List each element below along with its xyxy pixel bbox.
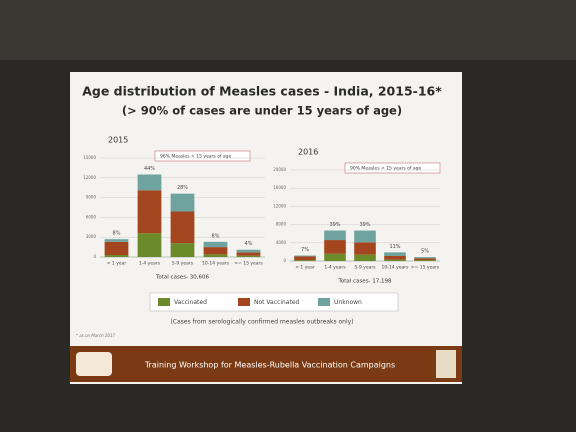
bar-segment xyxy=(236,249,261,253)
bar-segment xyxy=(137,233,162,257)
total-label: Total cases- 17,198 xyxy=(337,279,392,285)
emblem xyxy=(436,350,456,378)
bar-segment xyxy=(294,260,316,261)
bar-label: 7% xyxy=(301,247,309,253)
x-tick-label: < 1 year xyxy=(295,265,315,271)
total-label: Total cases- 30,606 xyxy=(155,275,210,281)
bar-segment xyxy=(324,253,346,261)
slide-title: Age distribution of Measles cases - Indi… xyxy=(82,84,442,99)
bar-label: 28% xyxy=(177,185,188,191)
bar-segment xyxy=(137,174,162,191)
note: (Cases from serologically confirmed meas… xyxy=(170,319,353,326)
bar-segment xyxy=(104,241,129,256)
bar-segment xyxy=(414,257,436,259)
y-tick-label: 16000 xyxy=(273,185,286,190)
bar-segment xyxy=(236,255,261,257)
ceiling xyxy=(0,0,576,60)
y-tick-label: 15000 xyxy=(83,155,96,160)
bar-segment xyxy=(137,190,162,234)
y-tick-label: 0 xyxy=(283,258,286,263)
bar-segment xyxy=(324,230,346,241)
bar-label: 39% xyxy=(329,222,340,228)
x-tick-label: 1-4 years xyxy=(139,261,161,267)
footer-band xyxy=(70,346,462,382)
bar-segment xyxy=(384,252,406,256)
y-tick-label: 9000 xyxy=(86,195,97,200)
bar-label: 8% xyxy=(113,231,121,237)
annotation-box xyxy=(344,162,441,174)
bar-segment xyxy=(104,239,129,242)
bar-segment xyxy=(104,255,129,257)
chart-title: 2015 xyxy=(108,136,128,145)
bar-segment xyxy=(170,193,195,212)
bar-label: 4% xyxy=(245,241,253,247)
bar-segment xyxy=(354,242,376,255)
bar-segment xyxy=(354,230,376,243)
slide xyxy=(70,72,462,384)
legend: Vaccinated Not Vaccinated Unknown xyxy=(158,298,362,306)
x-tick-label: 10-14 years xyxy=(382,265,410,271)
legend-swatch xyxy=(158,298,170,306)
y-tick-label: 0 xyxy=(93,254,96,259)
bar-segment xyxy=(384,259,406,261)
x-tick-label: 5-9 years xyxy=(172,261,194,267)
bar-label: 5% xyxy=(421,249,429,255)
chart-title: 2016 xyxy=(298,148,318,157)
x-tick-label: >= 15 years xyxy=(234,261,263,267)
bar-label: 44% xyxy=(144,166,155,172)
y-tick-label: 12000 xyxy=(83,175,96,180)
legend-swatch xyxy=(238,298,250,306)
footer-text: Training Workshop for Measles-Rubella Va… xyxy=(144,361,395,370)
footnote: * as on March 2017 xyxy=(76,333,116,338)
bar-segment xyxy=(354,254,376,261)
y-tick-label: 12000 xyxy=(273,203,286,208)
bar-label: 39% xyxy=(359,222,370,228)
legend-label: Vaccinated xyxy=(174,299,207,306)
logo xyxy=(76,352,112,376)
x-tick-label: 1-4 years xyxy=(324,265,346,271)
bar-segment xyxy=(294,255,316,257)
legend-box xyxy=(149,292,399,312)
y-tick-label: 6000 xyxy=(86,214,97,219)
legend-label: Unknown xyxy=(334,299,362,306)
bar-segment xyxy=(384,255,406,260)
x-tick-label: 10-14 years xyxy=(202,261,230,267)
bar-segment xyxy=(170,211,195,244)
y-tick-label: 3000 xyxy=(86,234,97,239)
bar-segment xyxy=(324,240,346,254)
bar-segment xyxy=(203,247,228,255)
legend-swatch xyxy=(318,298,330,306)
bar-segment xyxy=(414,260,436,261)
bar-label: 8% xyxy=(212,233,220,239)
x-tick-label: < 1 year xyxy=(107,261,127,267)
bar-segment xyxy=(170,243,195,257)
annotation: 96% Measles < 15 years of age xyxy=(160,154,232,160)
y-tick-label: 8000 xyxy=(276,222,287,227)
slide-subtitle: (> 90% of cases are under 15 years of ag… xyxy=(122,104,402,118)
bar-label: 11% xyxy=(389,244,400,250)
x-tick-label: >= 15 years xyxy=(411,265,440,271)
legend-label: Not Vaccinated xyxy=(254,299,300,306)
bar-segment xyxy=(236,252,261,256)
bar-segment xyxy=(294,256,316,261)
y-tick-label: 4000 xyxy=(276,240,287,245)
bar-segment xyxy=(203,254,228,257)
annotation-box xyxy=(154,150,251,162)
x-tick-label: 5-9 years xyxy=(354,265,376,271)
bar-segment xyxy=(203,241,228,248)
annotation: 90% Measles < 15 years of age xyxy=(350,166,422,172)
y-tick-label: 20000 xyxy=(273,167,286,172)
bar-segment xyxy=(414,258,436,261)
